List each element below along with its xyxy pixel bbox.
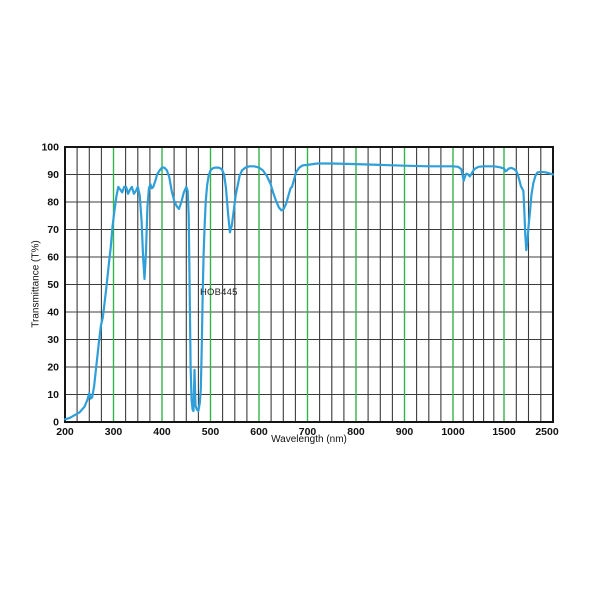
y-tick-label: 40 <box>47 307 59 319</box>
x-tick-label: 500 <box>202 426 220 438</box>
x-tick-label: 900 <box>396 426 414 438</box>
x-tick-label: 200 <box>56 426 74 438</box>
x-tick-label: 400 <box>153 426 171 438</box>
y-tick-label: 90 <box>47 169 59 181</box>
y-tick-label: 10 <box>47 389 59 401</box>
x-tick-label: 800 <box>347 426 365 438</box>
x-tick-label: 600 <box>250 426 268 438</box>
curve-label: HOB445 <box>200 287 238 298</box>
x-tick-label: 700 <box>299 426 317 438</box>
y-tick-label: 0 <box>53 417 59 429</box>
y-axis-title: Transmittance (T%) <box>30 240 42 328</box>
y-tick-label: 100 <box>41 142 59 154</box>
y-tick-label: 20 <box>47 362 59 374</box>
y-tick-label: 60 <box>47 252 59 264</box>
x-axis-title: Wavelength (nm) <box>271 434 347 445</box>
x-tick-label: 2500 <box>535 426 559 438</box>
x-tick-label: 1000 <box>441 426 465 438</box>
transmittance-curve <box>63 162 555 421</box>
y-tick-label: 70 <box>47 224 59 236</box>
y-tick-label: 30 <box>47 334 59 346</box>
y-tick-label: 80 <box>47 197 59 209</box>
y-tick-label: 50 <box>47 279 59 291</box>
x-tick-label: 300 <box>105 426 123 438</box>
x-tick-label: 1500 <box>492 426 516 438</box>
plot-border <box>64 146 554 423</box>
